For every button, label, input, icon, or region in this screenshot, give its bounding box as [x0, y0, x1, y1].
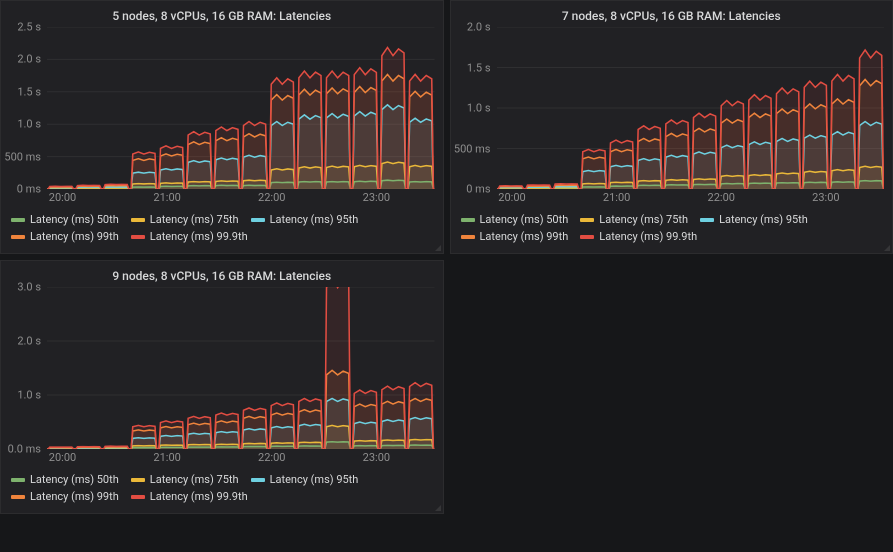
legend-item-p95[interactable]: Latency (ms) 95th: [251, 213, 359, 226]
chart-area[interactable]: 0 ms500 ms1.0 s1.5 s2.0 s2.5 s20:0021:00…: [1, 27, 443, 207]
y-tick: 500 ms: [4, 150, 41, 163]
legend-label: Latency (ms) 99.9th: [150, 230, 248, 243]
legend-item-p999[interactable]: Latency (ms) 99.9th: [580, 230, 697, 243]
y-tick: 3.0 s: [17, 281, 41, 294]
legend: Latency (ms) 50th Latency (ms) 75th Latenc…: [1, 467, 443, 513]
legend: Latency (ms) 50th Latency (ms) 75th Latenc…: [1, 207, 443, 253]
y-axis: 0 ms500 ms1.0 s1.5 s2.0 s2.5 s: [1, 27, 45, 189]
y-tick: 1.5 s: [17, 85, 41, 98]
legend-item-p95[interactable]: Latency (ms) 95th: [251, 473, 359, 486]
legend-swatch: [251, 218, 265, 222]
legend-swatch: [251, 478, 265, 482]
y-tick: 0 ms: [466, 183, 490, 196]
legend-label: Latency (ms) 75th: [599, 213, 688, 226]
legend-item-p75[interactable]: Latency (ms) 75th: [580, 213, 688, 226]
chart-area[interactable]: 0 ms500 ms1.0 s1.5 s2.0 s20:0021:0022:00…: [451, 27, 893, 207]
legend-label: Latency (ms) 99th: [480, 230, 569, 243]
legend-item-p99[interactable]: Latency (ms) 99th: [11, 230, 119, 243]
legend-swatch: [131, 235, 145, 239]
legend-label: Latency (ms) 95th: [270, 213, 359, 226]
legend-item-p999[interactable]: Latency (ms) 99.9th: [131, 490, 248, 503]
legend-item-p50[interactable]: Latency (ms) 50th: [461, 213, 569, 226]
legend-item-p999[interactable]: Latency (ms) 99.9th: [131, 230, 248, 243]
legend-label: Latency (ms) 75th: [150, 473, 239, 486]
legend-label: Latency (ms) 75th: [150, 213, 239, 226]
x-tick: 23:00: [812, 191, 839, 204]
legend-swatch: [461, 218, 475, 222]
legend-item-p75[interactable]: Latency (ms) 75th: [131, 213, 239, 226]
panel-title: 9 nodes, 8 vCPUs, 16 GB RAM: Latencies: [1, 265, 443, 287]
plot[interactable]: [47, 287, 435, 449]
y-tick: 1.0 s: [17, 118, 41, 131]
legend-label: Latency (ms) 50th: [480, 213, 569, 226]
legend-label: Latency (ms) 95th: [719, 213, 808, 226]
resize-handle[interactable]: [884, 245, 890, 251]
x-tick: 22:00: [258, 451, 285, 464]
legend-swatch: [131, 218, 145, 222]
legend-label: Latency (ms) 99.9th: [599, 230, 697, 243]
legend-label: Latency (ms) 99th: [30, 230, 119, 243]
legend-item-p99[interactable]: Latency (ms) 99th: [11, 490, 119, 503]
x-tick: 21:00: [153, 191, 180, 204]
x-tick: 21:00: [153, 451, 180, 464]
x-tick: 22:00: [258, 191, 285, 204]
legend-label: Latency (ms) 50th: [30, 473, 119, 486]
y-tick: 1.5 s: [467, 61, 491, 74]
x-axis: 20:00 21:00 22:00 23:00: [497, 189, 885, 207]
x-tick: 20:00: [49, 451, 76, 464]
y-tick: 1.0 s: [17, 389, 41, 402]
y-tick: 0 ms: [17, 183, 41, 196]
legend: Latency (ms) 50th Latency (ms) 75th Latenc…: [451, 207, 893, 253]
panel-1: 7 nodes, 8 vCPUs, 16 GB RAM: Latencies 0 …: [450, 0, 893, 254]
legend-swatch: [580, 235, 594, 239]
y-axis: 0.0 ms1.0 s2.0 s3.0 s: [1, 287, 45, 449]
legend-swatch: [131, 495, 145, 499]
x-tick: 23:00: [363, 191, 390, 204]
legend-label: Latency (ms) 99.9th: [150, 490, 248, 503]
legend-swatch: [700, 218, 714, 222]
legend-item-p99[interactable]: Latency (ms) 99th: [461, 230, 569, 243]
legend-swatch: [461, 235, 475, 239]
legend-item-p75[interactable]: Latency (ms) 75th: [131, 473, 239, 486]
x-tick: 20:00: [49, 191, 76, 204]
resize-handle[interactable]: [435, 505, 441, 511]
legend-swatch: [580, 218, 594, 222]
x-tick: 21:00: [603, 191, 630, 204]
y-tick: 2.0 s: [17, 53, 41, 66]
legend-label: Latency (ms) 50th: [30, 213, 119, 226]
dashboard-grid: 5 nodes, 8 vCPUs, 16 GB RAM: Latencies 0 …: [0, 0, 893, 514]
legend-swatch: [11, 235, 25, 239]
y-tick: 2.0 s: [17, 335, 41, 348]
y-tick: 0.0 ms: [8, 443, 41, 456]
x-tick: 22:00: [708, 191, 735, 204]
plot[interactable]: [47, 27, 435, 189]
legend-swatch: [131, 478, 145, 482]
legend-swatch: [11, 218, 25, 222]
chart-area[interactable]: 0.0 ms1.0 s2.0 s3.0 s20:0021:0022:0023:0…: [1, 287, 443, 467]
plot[interactable]: [497, 27, 885, 189]
panel-title: 7 nodes, 8 vCPUs, 16 GB RAM: Latencies: [451, 5, 893, 27]
legend-item-p50[interactable]: Latency (ms) 50th: [11, 473, 119, 486]
panel-2: 9 nodes, 8 vCPUs, 16 GB RAM: Latencies 0.…: [0, 260, 444, 514]
legend-item-p50[interactable]: Latency (ms) 50th: [11, 213, 119, 226]
panel-0: 5 nodes, 8 vCPUs, 16 GB RAM: Latencies 0 …: [0, 0, 444, 254]
panel-title: 5 nodes, 8 vCPUs, 16 GB RAM: Latencies: [1, 5, 443, 27]
legend-swatch: [11, 478, 25, 482]
x-tick: 20:00: [498, 191, 525, 204]
x-tick: 23:00: [363, 451, 390, 464]
y-tick: 500 ms: [454, 142, 491, 155]
y-tick: 1.0 s: [467, 102, 491, 115]
legend-label: Latency (ms) 99th: [30, 490, 119, 503]
y-tick: 2.0 s: [467, 21, 491, 34]
legend-swatch: [11, 495, 25, 499]
y-axis: 0 ms500 ms1.0 s1.5 s2.0 s: [451, 27, 495, 189]
legend-item-p95[interactable]: Latency (ms) 95th: [700, 213, 808, 226]
y-tick: 2.5 s: [17, 21, 41, 34]
legend-label: Latency (ms) 95th: [270, 473, 359, 486]
resize-handle[interactable]: [435, 245, 441, 251]
x-axis: 20:00 21:00 22:00 23:00: [47, 189, 435, 207]
x-axis: 20:00 21:00 22:00 23:00: [47, 449, 435, 467]
